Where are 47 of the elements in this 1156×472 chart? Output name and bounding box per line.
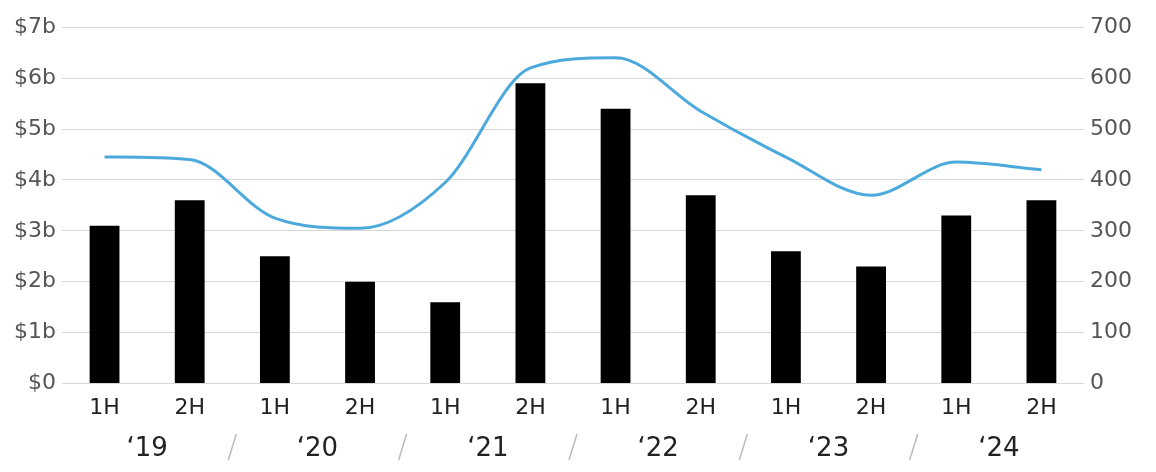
- text: ‘24: [978, 431, 1020, 462]
- bar: [259, 256, 290, 384]
- bar: [430, 302, 461, 384]
- y2-tick-label: 0: [1090, 369, 1105, 395]
- y2-tick-label: 500: [1090, 114, 1133, 140]
- x-tick-label: 1H: [600, 393, 631, 419]
- bar: [174, 200, 205, 384]
- y-tick-label: $0: [27, 369, 56, 395]
- text: ‘19: [126, 431, 168, 462]
- bar: [1026, 200, 1057, 384]
- y-tick-label: $5b: [13, 114, 56, 140]
- x-tick-label: 2H: [855, 393, 887, 419]
- x-tick-label: 1H: [770, 393, 802, 419]
- y-tick-label: $6b: [13, 63, 56, 89]
- y2-tick-label: 400: [1090, 165, 1133, 191]
- y2-tick-label: 600: [1090, 63, 1133, 89]
- x-tick-label: 1H: [89, 393, 120, 419]
- bar: [515, 83, 546, 384]
- x-tick-label: 2H: [1026, 393, 1057, 419]
- x-tick-label: 2H: [344, 393, 376, 419]
- text: ‘22: [637, 431, 679, 462]
- bar: [600, 108, 631, 384]
- y2-tick-label: 200: [1090, 267, 1133, 293]
- text: ‘21: [467, 431, 509, 462]
- y-tick-label: $1b: [13, 318, 56, 344]
- bar: [856, 266, 886, 384]
- line-series: [103, 56, 1043, 230]
- x-tick-label: 1H: [259, 393, 291, 419]
- text: ‘23: [807, 431, 850, 462]
- y-tick-label: $2b: [13, 267, 56, 293]
- x-tick-label: 2H: [685, 393, 717, 419]
- y-tick-label: $7b: [13, 12, 56, 38]
- x-tick-label: 1H: [429, 393, 461, 419]
- x-tick-label: 1H: [940, 393, 972, 419]
- x-tick-label: 2H: [174, 393, 205, 419]
- y2-tick-label: 100: [1090, 318, 1133, 344]
- bar: [941, 215, 972, 384]
- bar: [345, 281, 375, 384]
- text: ‘20: [296, 431, 339, 462]
- bar: [685, 195, 716, 384]
- y2-tick-label: 700: [1090, 12, 1133, 38]
- y-tick-label: $3b: [13, 216, 56, 242]
- x-tick-label: 2H: [515, 393, 546, 419]
- y-tick-label: $4b: [13, 165, 56, 191]
- bar: [771, 251, 801, 384]
- bar: [89, 225, 120, 384]
- y2-tick-label: 300: [1090, 216, 1133, 242]
